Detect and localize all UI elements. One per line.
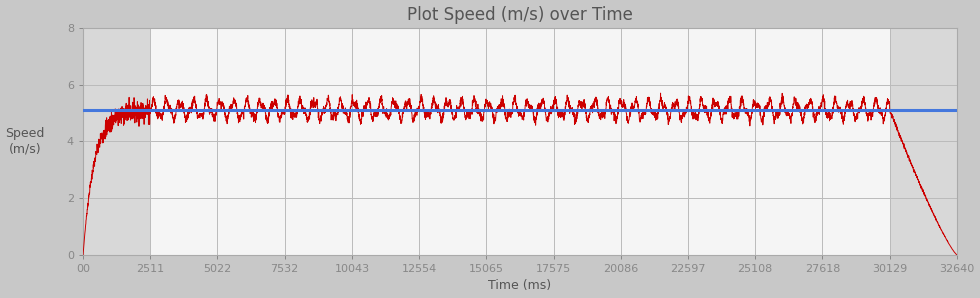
Bar <box>83 28 150 255</box>
Bar <box>890 28 956 255</box>
X-axis label: Time (ms): Time (ms) <box>488 280 552 292</box>
Title: Plot Speed (m/s) over Time: Plot Speed (m/s) over Time <box>407 6 633 24</box>
Bar <box>150 28 890 255</box>
Y-axis label: Speed
(m/s): Speed (m/s) <box>6 127 45 155</box>
